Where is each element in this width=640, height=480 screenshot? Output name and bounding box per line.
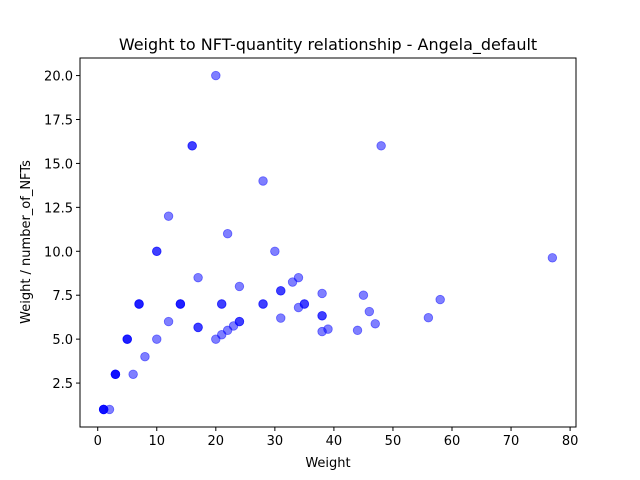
data-point (222, 229, 233, 239)
data-point (258, 299, 268, 309)
x-tick-label: 70 (503, 434, 520, 449)
data-point (128, 369, 138, 379)
y-tick-label: 12.5 (44, 201, 73, 216)
data-point (276, 286, 286, 296)
x-tick-label: 0 (94, 434, 102, 449)
y-tick-label: 17.5 (44, 114, 73, 129)
data-point (217, 299, 227, 309)
data-point (122, 334, 132, 344)
data-point (364, 306, 375, 317)
x-tick-label: 80 (562, 434, 579, 449)
data-point (358, 290, 369, 300)
data-point (163, 211, 174, 221)
x-tick-label: 50 (385, 434, 402, 449)
data-point (270, 246, 280, 256)
data-point (187, 141, 197, 151)
data-point (152, 334, 162, 344)
y-tick-label: 5.0 (52, 333, 73, 348)
data-point (234, 316, 245, 327)
x-tick-label: 10 (148, 434, 165, 449)
data-point (435, 294, 445, 305)
y-tick-label: 2.5 (52, 377, 73, 392)
data-point (152, 246, 162, 256)
data-point (140, 352, 150, 362)
data-point (134, 299, 144, 309)
data-point (163, 316, 174, 327)
y-tick-label: 20.0 (44, 70, 73, 85)
x-tick-label: 40 (326, 434, 343, 449)
data-points (98, 70, 558, 415)
data-point (376, 141, 386, 151)
data-point (323, 324, 333, 334)
x-tick-label: 60 (444, 434, 461, 449)
data-point (352, 325, 363, 336)
data-point (234, 281, 245, 292)
y-tick-label: 15.0 (44, 157, 73, 172)
data-point (299, 299, 310, 309)
chart-title: Weight to NFT-quantity relationship - An… (119, 35, 537, 55)
data-point (317, 288, 327, 299)
data-point (370, 319, 380, 329)
data-point (104, 404, 115, 415)
data-point (317, 311, 327, 321)
y-tick-label: 7.5 (52, 289, 73, 304)
data-point (175, 299, 186, 309)
data-point (276, 313, 286, 323)
data-point (193, 322, 203, 333)
plot-frame (79, 57, 577, 428)
x-axis-ticks: 0 10 20 30 40 50 60 70 80 (94, 427, 579, 449)
data-point (423, 313, 434, 323)
y-tick-label: 10.0 (44, 245, 73, 260)
data-point (547, 253, 558, 263)
data-point (193, 272, 203, 283)
y-axis-ticks: 2.5 5.0 7.5 10.0 12.5 15.0 17.5 20.0 (44, 70, 80, 392)
x-tick-label: 30 (267, 434, 284, 449)
data-point (293, 272, 304, 283)
x-tick-label: 20 (208, 434, 225, 449)
y-axis-label: Weight / number_of_NFTs (19, 160, 34, 324)
x-axis-label: Weight (305, 456, 350, 471)
data-point (110, 369, 121, 379)
data-point (258, 176, 268, 186)
data-point (211, 70, 221, 81)
